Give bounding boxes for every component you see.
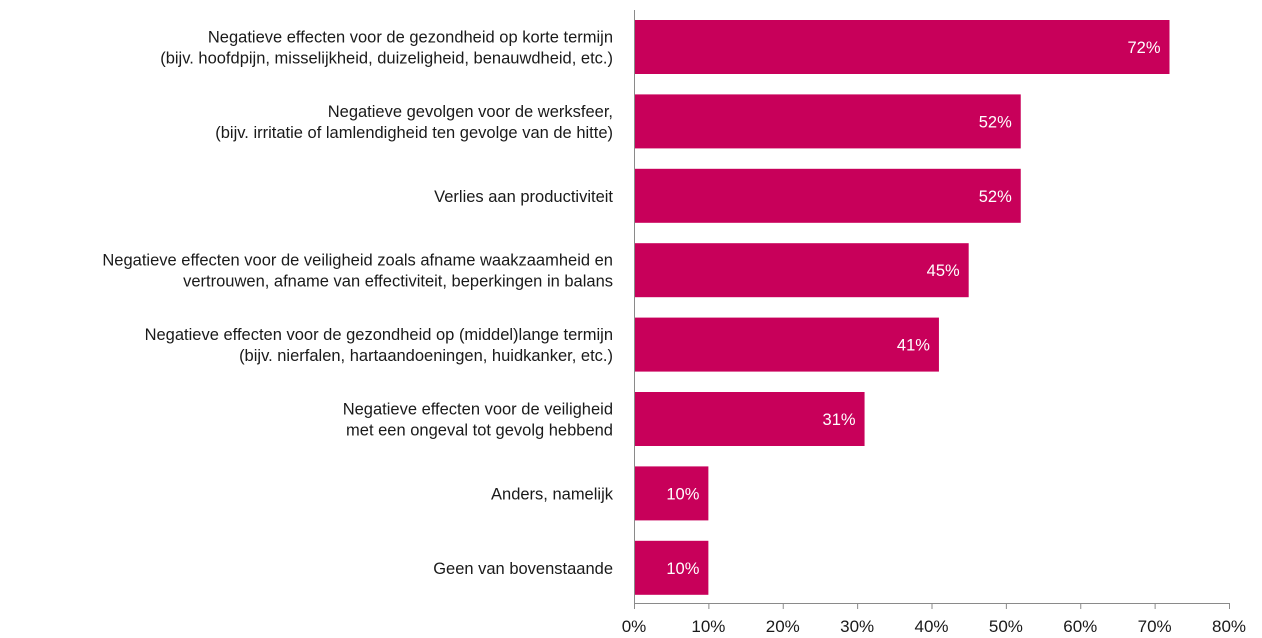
- category-labels-group: Negatieve effecten voor de gezondheid op…: [102, 29, 613, 578]
- x-tick-label: 30%: [840, 617, 874, 636]
- category-label: (bijv. nierfalen, hartaandoeningen, huid…: [239, 347, 613, 365]
- category-label: vertrouwen, afname van effectiviteit, be…: [183, 273, 613, 291]
- bar: [634, 466, 709, 521]
- bar: [634, 317, 939, 372]
- category-label: Geen van bovenstaande: [433, 560, 613, 578]
- data-label: 52%: [979, 188, 1012, 206]
- bar: [634, 94, 1021, 149]
- data-label: 41%: [897, 337, 930, 355]
- x-tick-label: 50%: [989, 617, 1023, 636]
- category-label: Negatieve gevolgen voor de werksfeer,: [328, 103, 613, 121]
- category-label: Negatieve effecten voor de veiligheid zo…: [102, 252, 613, 270]
- data-label: 72%: [1127, 39, 1160, 57]
- value-labels-group: 72% 52% 52% 45% 41% 31% 10% 10%: [666, 39, 1160, 578]
- bar: [634, 392, 865, 446]
- x-tick-label: 0%: [622, 617, 647, 636]
- data-label: 31%: [823, 411, 856, 429]
- category-label: Verlies aan productiviteit: [434, 188, 613, 206]
- category-label: (bijv. irritatie of lamlendigheid ten ge…: [215, 124, 613, 142]
- bar: [634, 168, 1021, 223]
- category-label: Negatieve effecten voor de gezondheid op…: [145, 326, 613, 344]
- bar: [634, 243, 969, 298]
- x-tick-label: 40%: [914, 617, 948, 636]
- category-label: Negatieve effecten voor de gezondheid op…: [208, 29, 613, 47]
- data-label: 10%: [666, 485, 699, 503]
- x-tick-label: 70%: [1138, 617, 1172, 636]
- axes-group: 0% 10% 20% 30% 40% 50% 60% 70% 80%: [622, 10, 1246, 636]
- data-label: 10%: [666, 560, 699, 578]
- x-tick-label: 20%: [766, 617, 800, 636]
- bar: [634, 20, 1170, 74]
- category-label: met een ongeval tot gevolg hebbend: [346, 422, 613, 440]
- category-label: (bijv. hoofdpijn, misselijkheid, duizeli…: [160, 50, 613, 68]
- data-label: 45%: [927, 262, 960, 280]
- x-tick-label: 60%: [1063, 617, 1097, 636]
- category-label: Anders, namelijk: [491, 485, 614, 503]
- bar: [634, 540, 709, 595]
- data-label: 52%: [979, 113, 1012, 131]
- x-tick-label: 10%: [691, 617, 725, 636]
- x-tick-label: 80%: [1212, 617, 1246, 636]
- category-label: Negatieve effecten voor de veiligheid: [343, 401, 613, 419]
- bars-group: [634, 20, 1170, 595]
